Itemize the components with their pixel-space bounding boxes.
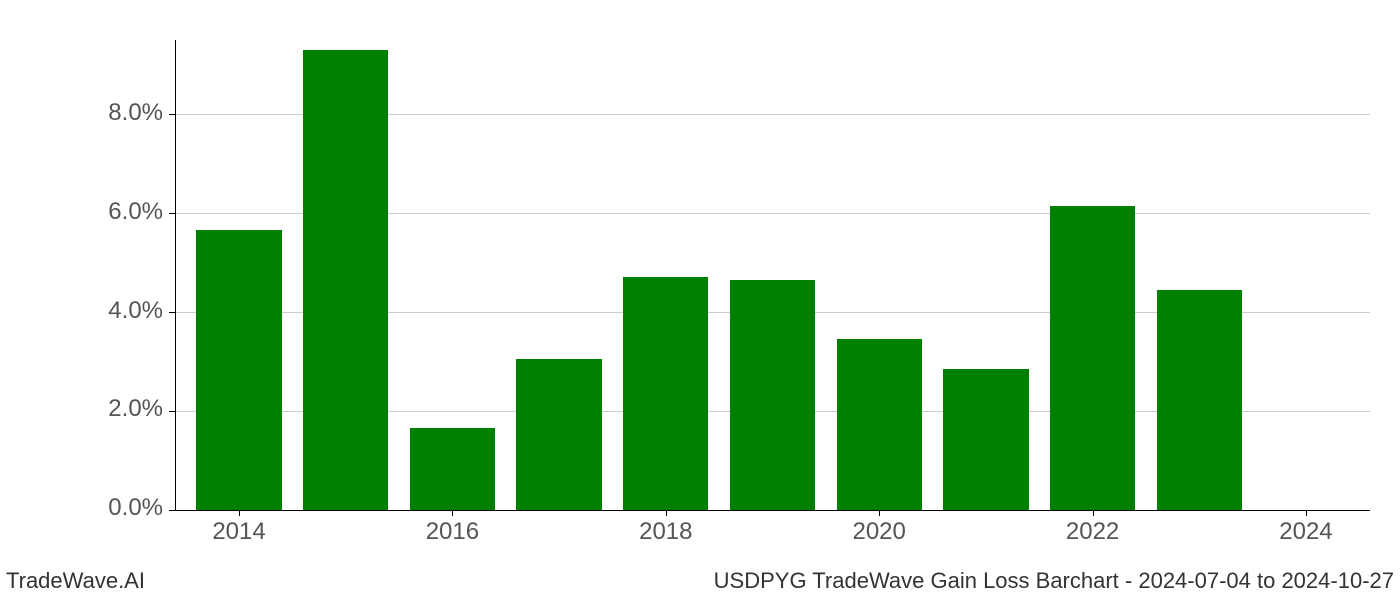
bar — [1157, 290, 1242, 510]
bar — [623, 277, 708, 510]
plot-area: 0.0%2.0%4.0%6.0%8.0%20142016201820202022… — [175, 40, 1370, 510]
ytick-label: 2.0% — [75, 395, 163, 423]
xtick-label: 2024 — [1256, 518, 1356, 546]
bar — [837, 339, 922, 510]
bar — [1050, 206, 1135, 510]
bar — [303, 50, 388, 510]
bar — [730, 280, 815, 510]
xtick-label: 2016 — [402, 518, 502, 546]
y-axis — [175, 40, 176, 510]
ytick-label: 8.0% — [75, 99, 163, 127]
ytick-label: 6.0% — [75, 198, 163, 226]
xtick-label: 2014 — [189, 518, 289, 546]
bar — [410, 428, 495, 510]
xtick-label: 2020 — [829, 518, 929, 546]
ytick-label: 0.0% — [75, 494, 163, 522]
x-axis — [175, 510, 1370, 511]
bar — [196, 230, 281, 510]
xtick-label: 2022 — [1043, 518, 1143, 546]
footer-brand: TradeWave.AI — [6, 568, 145, 594]
bar — [516, 359, 601, 510]
footer-caption: USDPYG TradeWave Gain Loss Barchart - 20… — [714, 568, 1394, 594]
xtick-label: 2018 — [616, 518, 716, 546]
chart-container: 0.0% 2.0% 4.0% 6.0% 8.0% 2014 2016 2018 2020 2022… — [0, 0, 1400, 600]
bar — [943, 369, 1028, 510]
ytick-label: 4.0% — [75, 297, 163, 325]
